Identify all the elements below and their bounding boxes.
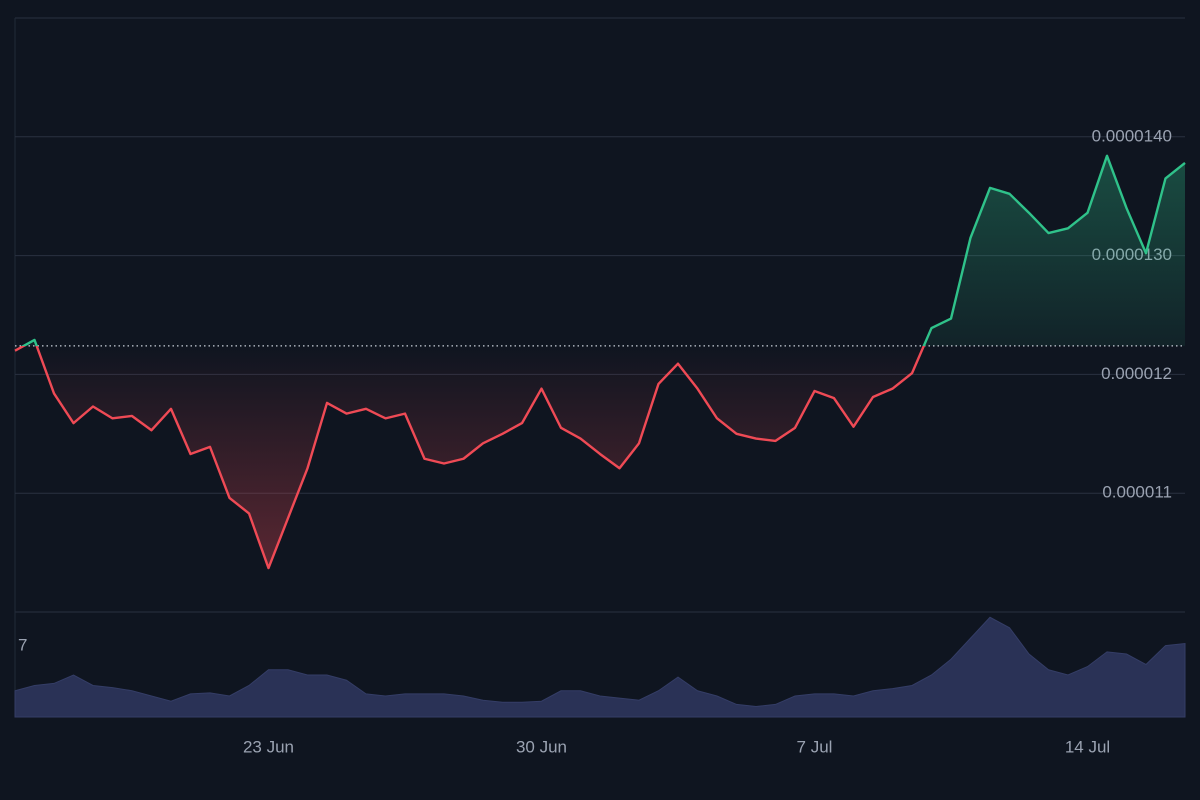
x-tick-label: 23 Jun bbox=[243, 737, 294, 756]
y-tick-label: 0.0000140 bbox=[1092, 126, 1172, 145]
volume-label: 7 bbox=[18, 635, 27, 654]
volume-area bbox=[14, 616, 1186, 718]
x-tick-label: 7 Jul bbox=[797, 737, 833, 756]
price-line bbox=[14, 154, 1186, 570]
x-tick-label: 30 Jun bbox=[516, 737, 567, 756]
x-tick-label: 14 Jul bbox=[1065, 737, 1110, 756]
y-tick-label: 0.000012 bbox=[1101, 364, 1172, 383]
y-tick-label: 0.000011 bbox=[1102, 483, 1172, 502]
